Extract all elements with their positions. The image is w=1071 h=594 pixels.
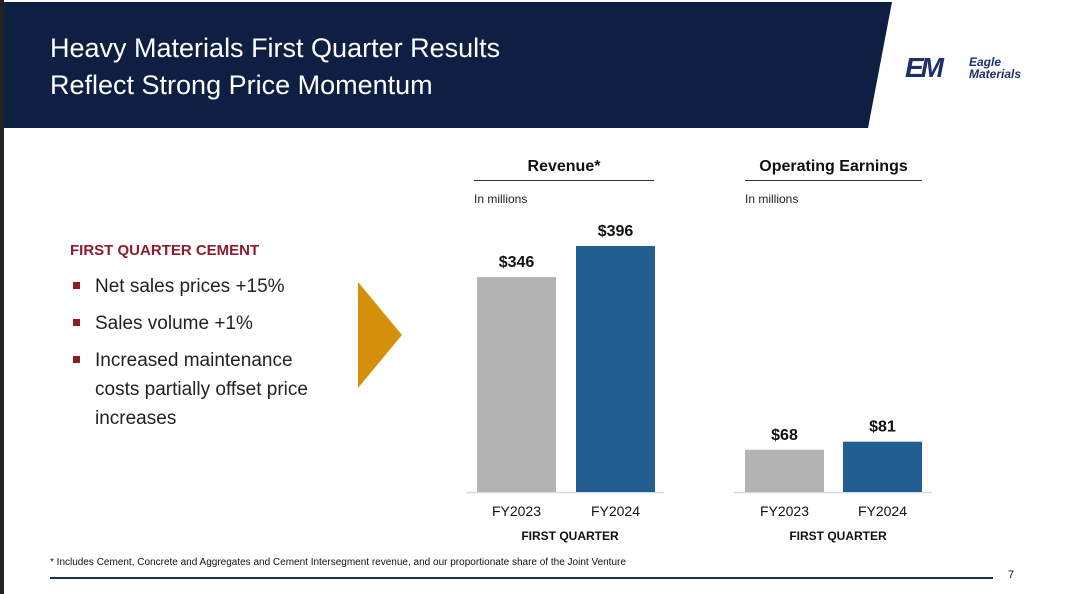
bar-fy2024 <box>843 441 922 492</box>
window-edge <box>0 0 4 594</box>
bullet-text: Net sales prices +15% <box>95 276 285 297</box>
bar-fy2023 <box>745 449 824 492</box>
bullet-item: Sales volume +1% <box>70 309 330 338</box>
bullet-item: Increased maintenance costs partially of… <box>70 346 330 433</box>
earnings-unit-note: In millions <box>745 192 799 206</box>
company-logo: EM Eagle Materials <box>905 50 1035 86</box>
revenue-chart-title: Revenue* <box>474 158 654 181</box>
bullet-square-icon <box>73 282 80 289</box>
earnings-chart-title: Operating Earnings <box>745 158 922 181</box>
title-line-1: Heavy Materials First Quarter Results <box>50 33 501 63</box>
bullet-list: Net sales prices +15% Sales volume +1% I… <box>70 272 330 441</box>
data-label: $346 <box>499 254 535 271</box>
x-tick-label: FY2023 <box>492 503 541 519</box>
revenue-unit-note: In millions <box>474 192 528 206</box>
title-banner <box>4 2 892 128</box>
x-axis-label: FIRST QUARTER <box>521 529 619 543</box>
x-tick-label: FY2024 <box>591 503 640 519</box>
x-tick-label: FY2023 <box>760 503 809 519</box>
data-label: $68 <box>771 427 798 444</box>
x-tick-label: FY2024 <box>858 503 907 519</box>
bar-fy2024 <box>576 246 655 492</box>
logo-mark: EM <box>905 52 944 83</box>
footer-rule <box>50 577 993 579</box>
title-line-2: Reflect Strong Price Momentum <box>50 70 433 100</box>
bullet-text: Increased maintenance costs partially of… <box>95 350 308 429</box>
chevron-right-icon <box>358 282 402 388</box>
data-label: $81 <box>869 419 896 436</box>
logo-wordmark: Eagle Materials <box>969 56 1021 80</box>
logo-text-line-2: Materials <box>969 67 1022 81</box>
page-number: 7 <box>1008 569 1015 581</box>
x-axis-label: FIRST QUARTER <box>789 529 887 543</box>
bullet-square-icon <box>73 319 80 326</box>
bullet-square-icon <box>73 356 80 363</box>
slide-title: Heavy Materials First Quarter Results Re… <box>50 30 500 104</box>
data-label: $396 <box>598 223 634 240</box>
logo-text-line-1: Eagle <box>969 55 1002 69</box>
bullet-item: Net sales prices +15% <box>70 272 330 301</box>
footnote: * Includes Cement, Concrete and Aggregat… <box>50 557 626 568</box>
bar-fy2023 <box>477 277 556 492</box>
bullet-text: Sales volume +1% <box>95 313 253 334</box>
section-title: FIRST QUARTER CEMENT <box>70 242 260 259</box>
